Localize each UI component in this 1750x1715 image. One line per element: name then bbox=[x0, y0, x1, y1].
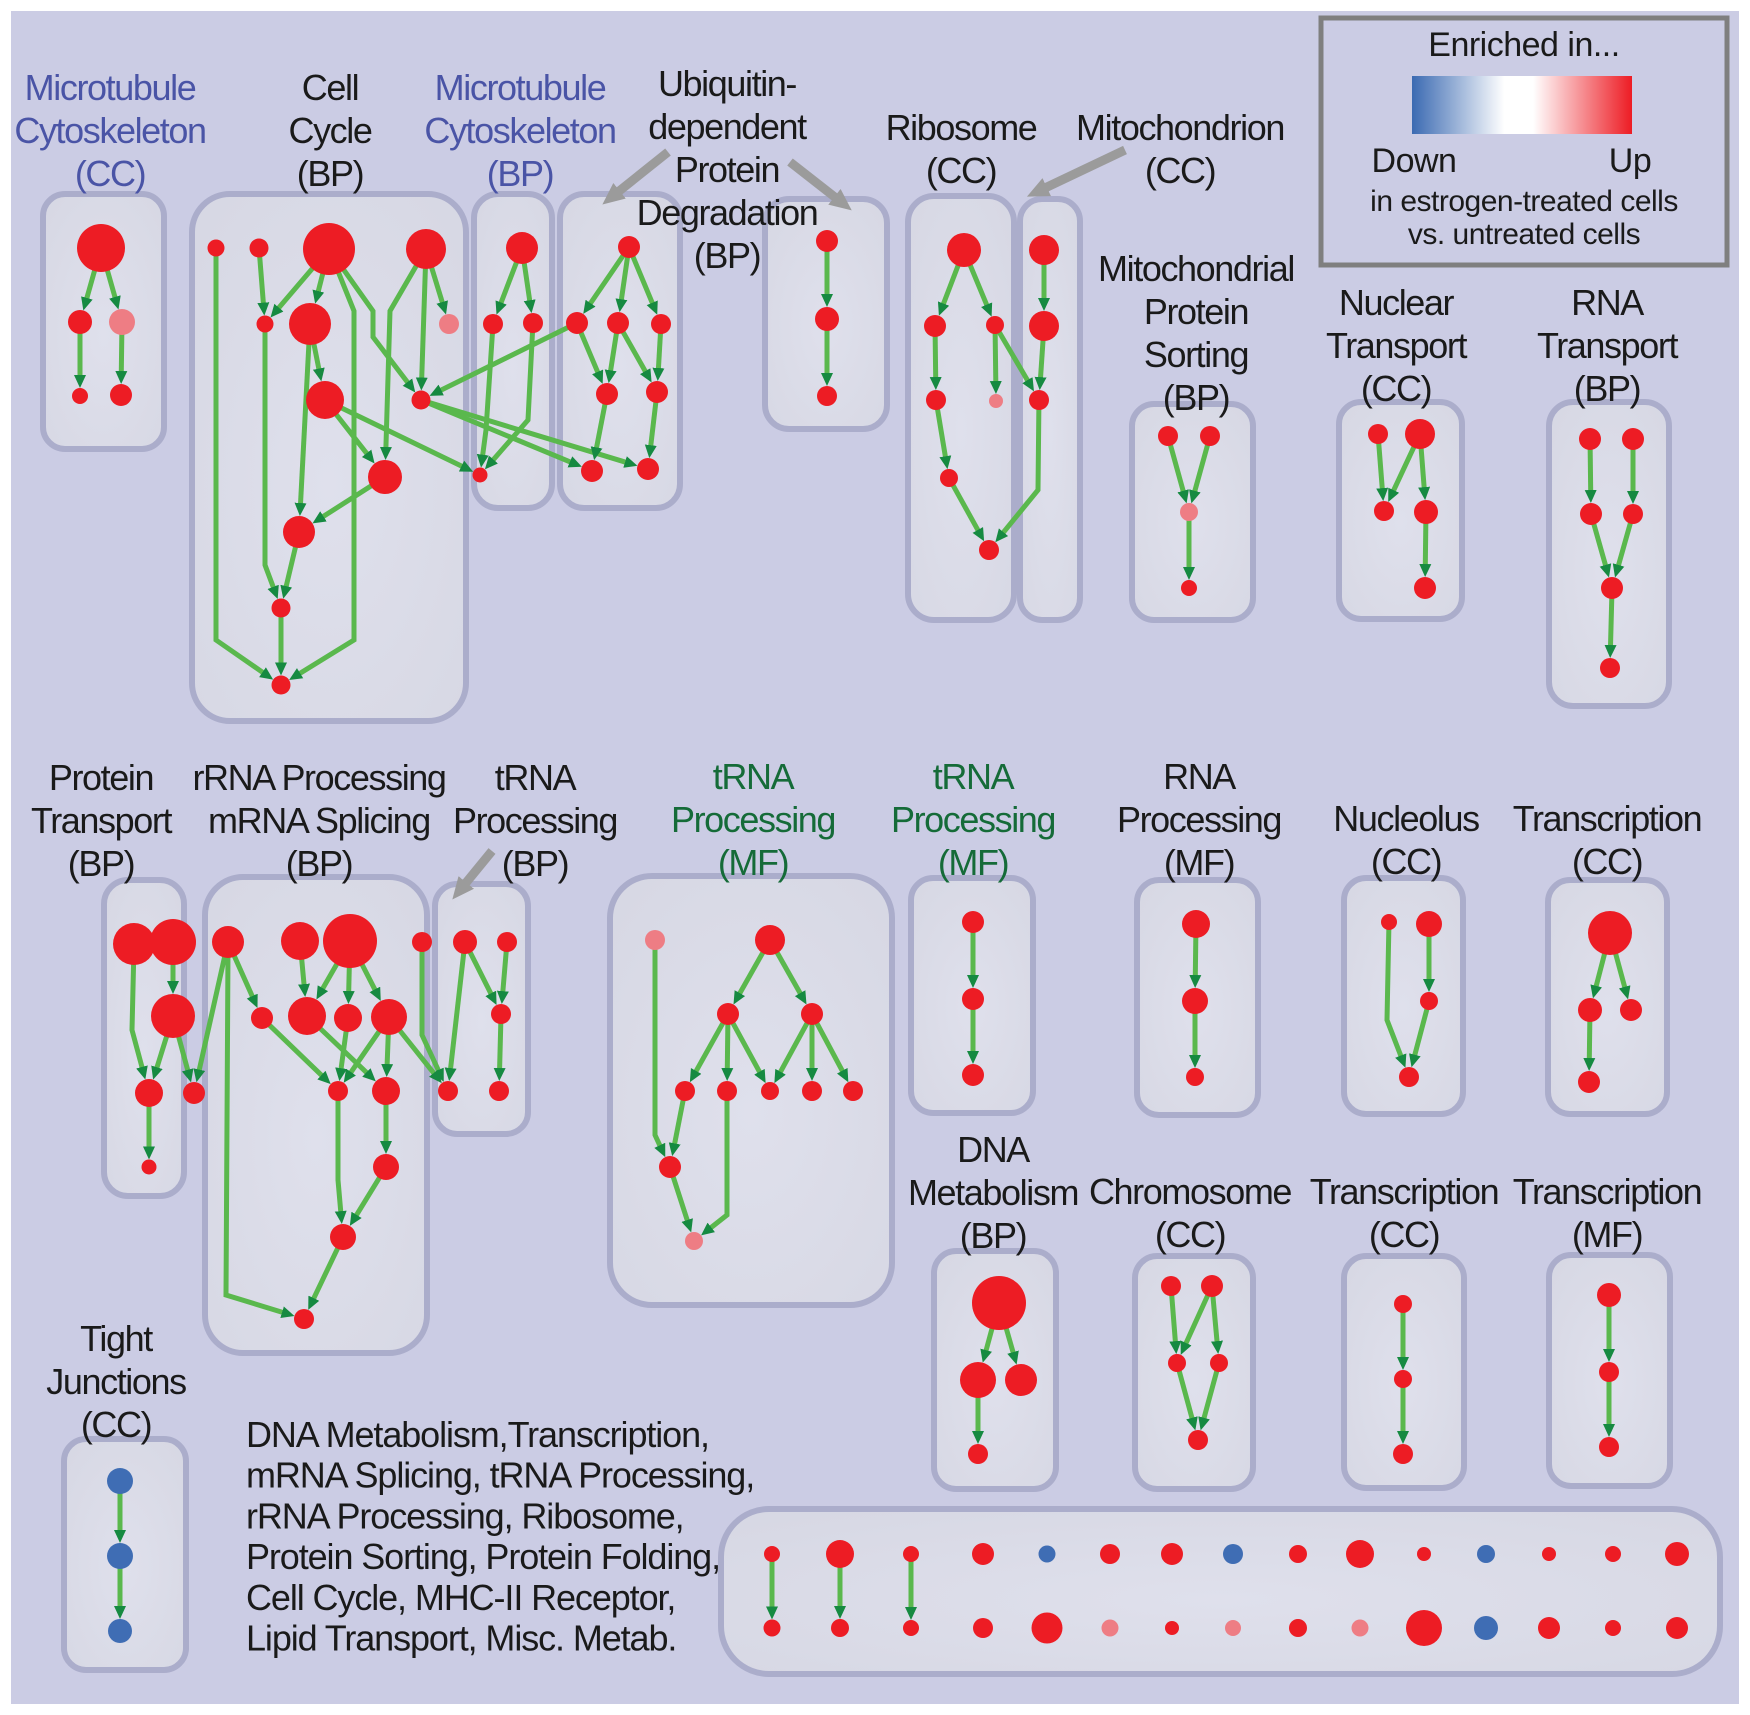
svg-text:Transcription: Transcription bbox=[1310, 1171, 1499, 1212]
svg-text:Processing: Processing bbox=[891, 799, 1055, 840]
svg-text:Metabolism: Metabolism bbox=[908, 1172, 1078, 1213]
svg-text:(BP): (BP) bbox=[1163, 377, 1229, 418]
svg-text:Microtubule: Microtubule bbox=[25, 67, 196, 108]
svg-text:Protein: Protein bbox=[49, 757, 153, 798]
svg-text:Degradation: Degradation bbox=[637, 192, 818, 233]
svg-text:Microtubule: Microtubule bbox=[435, 67, 606, 108]
svg-text:Cytoskeleton: Cytoskeleton bbox=[14, 110, 205, 151]
svg-text:Lipid Transport, Misc. Metab.: Lipid Transport, Misc. Metab. bbox=[246, 1618, 676, 1659]
svg-text:mRNA Splicing: mRNA Splicing bbox=[208, 800, 430, 841]
svg-text:Transport: Transport bbox=[1537, 325, 1679, 366]
svg-text:DNA: DNA bbox=[957, 1129, 1030, 1170]
svg-text:RNA: RNA bbox=[1163, 756, 1236, 797]
svg-text:Transport: Transport bbox=[31, 800, 173, 841]
svg-text:(CC): (CC) bbox=[1145, 150, 1215, 191]
svg-text:in estrogen-treated cells: in estrogen-treated cells bbox=[1370, 185, 1678, 218]
svg-text:Tight: Tight bbox=[80, 1318, 153, 1359]
svg-text:Protein: Protein bbox=[1144, 291, 1248, 332]
svg-text:dependent: dependent bbox=[648, 106, 807, 147]
svg-text:Transcription: Transcription bbox=[1513, 798, 1702, 839]
svg-text:mRNA Splicing, tRNA Processing: mRNA Splicing, tRNA Processing, bbox=[246, 1455, 754, 1496]
svg-text:Chromosome: Chromosome bbox=[1089, 1171, 1291, 1212]
svg-text:rRNA Processing, Ribosome,: rRNA Processing, Ribosome, bbox=[246, 1495, 684, 1536]
svg-text:Protein Sorting, Protein Foldi: Protein Sorting, Protein Folding, bbox=[246, 1536, 720, 1577]
svg-text:Up: Up bbox=[1609, 142, 1651, 180]
svg-text:Nuclear: Nuclear bbox=[1339, 282, 1455, 323]
svg-text:rRNA Processing: rRNA Processing bbox=[192, 757, 445, 798]
svg-text:Processing: Processing bbox=[1117, 799, 1281, 840]
svg-text:Cytoskeleton: Cytoskeleton bbox=[424, 110, 615, 151]
svg-text:tRNA: tRNA bbox=[495, 757, 577, 798]
svg-text:Transport: Transport bbox=[1326, 325, 1468, 366]
svg-text:(MF): (MF) bbox=[1164, 842, 1234, 883]
svg-text:(MF): (MF) bbox=[938, 842, 1008, 883]
svg-text:vs. untreated cells: vs. untreated cells bbox=[1408, 218, 1640, 251]
svg-text:tRNA: tRNA bbox=[713, 756, 795, 797]
svg-text:(BP): (BP) bbox=[502, 843, 568, 884]
svg-text:RNA: RNA bbox=[1571, 282, 1644, 323]
svg-text:Down: Down bbox=[1372, 142, 1457, 180]
svg-text:(CC): (CC) bbox=[1361, 368, 1431, 409]
svg-text:(BP): (BP) bbox=[487, 153, 553, 194]
svg-text:tRNA: tRNA bbox=[933, 756, 1015, 797]
svg-text:(CC): (CC) bbox=[1369, 1214, 1439, 1255]
svg-text:(MF): (MF) bbox=[1572, 1214, 1642, 1255]
svg-text:(CC): (CC) bbox=[1371, 841, 1441, 882]
svg-text:Sorting: Sorting bbox=[1144, 334, 1248, 375]
svg-text:Junctions: Junctions bbox=[46, 1361, 186, 1402]
svg-text:(BP): (BP) bbox=[286, 843, 352, 884]
svg-text:Ubiquitin-: Ubiquitin- bbox=[658, 63, 796, 104]
svg-text:Enriched in...: Enriched in... bbox=[1428, 26, 1619, 64]
svg-text:(CC): (CC) bbox=[1155, 1214, 1225, 1255]
svg-text:Mitochondrial: Mitochondrial bbox=[1098, 248, 1294, 289]
svg-text:(MF): (MF) bbox=[718, 842, 788, 883]
svg-text:Protein: Protein bbox=[675, 149, 779, 190]
svg-text:(BP): (BP) bbox=[960, 1215, 1026, 1256]
svg-text:Cell Cycle, MHC-II Receptor,: Cell Cycle, MHC-II Receptor, bbox=[246, 1577, 675, 1618]
svg-text:Nucleolus: Nucleolus bbox=[1333, 798, 1479, 839]
svg-text:Transcription: Transcription bbox=[1513, 1171, 1702, 1212]
svg-text:Mitochondrion: Mitochondrion bbox=[1076, 107, 1284, 148]
svg-text:Cycle: Cycle bbox=[288, 110, 371, 151]
svg-text:Processing: Processing bbox=[453, 800, 617, 841]
svg-text:DNA Metabolism,Transcription,: DNA Metabolism,Transcription, bbox=[246, 1414, 709, 1455]
svg-text:(BP): (BP) bbox=[694, 235, 760, 276]
svg-text:(CC): (CC) bbox=[1572, 841, 1642, 882]
svg-text:(BP): (BP) bbox=[1574, 368, 1640, 409]
svg-text:(CC): (CC) bbox=[75, 153, 145, 194]
svg-text:Cell: Cell bbox=[302, 67, 358, 108]
svg-text:(CC): (CC) bbox=[81, 1404, 151, 1445]
svg-text:(CC): (CC) bbox=[926, 150, 996, 191]
svg-text:(BP): (BP) bbox=[297, 153, 363, 194]
svg-text:Processing: Processing bbox=[671, 799, 835, 840]
svg-text:Ribosome: Ribosome bbox=[886, 107, 1037, 148]
svg-text:(BP): (BP) bbox=[68, 843, 134, 884]
